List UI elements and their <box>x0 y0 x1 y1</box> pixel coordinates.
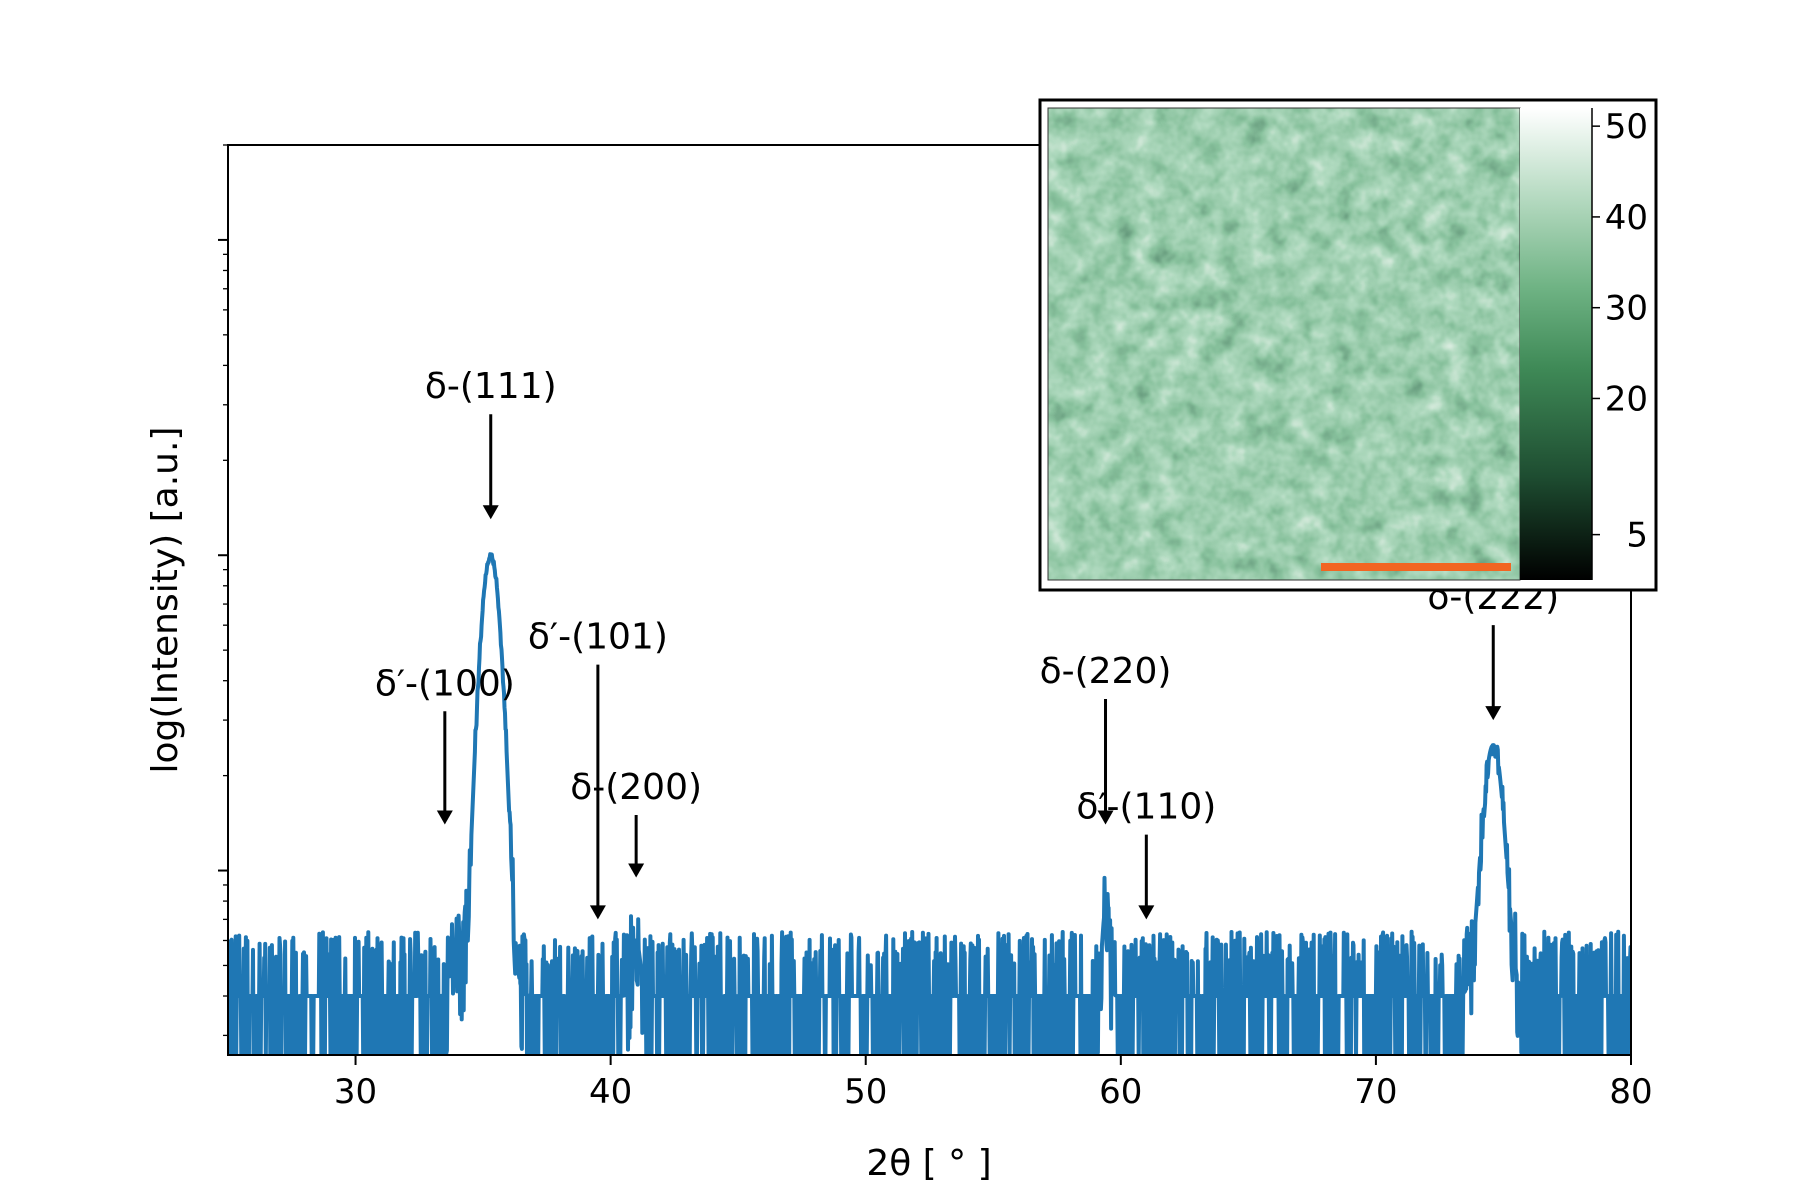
y-axis-ticks <box>218 144 228 1037</box>
annotation-arrow-head <box>482 505 499 520</box>
x-tick-label: 40 <box>589 1072 632 1112</box>
colorbar <box>1520 108 1592 580</box>
annotation-label: δ-(200) <box>570 767 702 808</box>
y-axis-label: log(Intensity) [a.u.] <box>145 427 186 774</box>
x-tick-label: 80 <box>1609 1072 1652 1112</box>
colorbar-tick-label: 30 <box>1605 289 1648 329</box>
afm-height-map <box>1048 108 1520 580</box>
annotation-label: δ′-(100) <box>375 663 515 704</box>
annotation-arrow-head <box>1138 905 1155 920</box>
scale-bar <box>1321 563 1511 571</box>
plot-frame <box>227 144 1632 1056</box>
annotation-arrow-head <box>628 863 645 878</box>
colorbar-tick-label: 50 <box>1605 107 1648 147</box>
x-axis-label: 2θ [ ° ] <box>866 1143 991 1184</box>
colorbar-tick-label: 40 <box>1605 198 1648 238</box>
colorbar-tick-label: 5 <box>1626 516 1648 556</box>
x-tick-label: 70 <box>1354 1072 1397 1112</box>
x-tick-label: 60 <box>1099 1072 1142 1112</box>
annotation-arrow-head <box>589 905 606 920</box>
colorbar-tick-label: 20 <box>1605 379 1648 419</box>
annotation-label: δ-(111) <box>425 366 557 407</box>
annotation-label: δ-(220) <box>1040 651 1172 692</box>
series-line-intensity <box>228 552 1631 1055</box>
peak-annotations: δ′-(100) δ-(111) δ′-(101) δ-(200) δ-(220) δ′-… <box>375 366 1559 920</box>
annotation-arrow-head <box>436 810 453 825</box>
x-tick-label: 50 <box>844 1072 887 1112</box>
colorbar-ticks: 5 20 30 40 50 <box>1592 107 1648 556</box>
annotation-arrow-head <box>1485 706 1502 721</box>
x-axis-ticks: 30 40 50 60 70 80 <box>334 1055 1653 1112</box>
annotation-arrow-head <box>1097 810 1114 825</box>
afm-inset: 5 20 30 40 50 <box>1038 98 1658 592</box>
annotation-label: δ′-(110) <box>1076 787 1216 828</box>
x-tick-label: 30 <box>334 1072 377 1112</box>
annotation-label: δ′-(101) <box>528 617 668 658</box>
